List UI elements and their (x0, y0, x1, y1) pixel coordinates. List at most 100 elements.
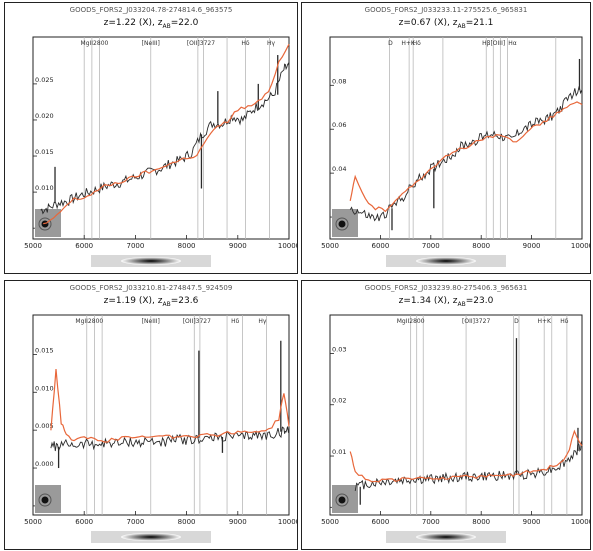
p4-x-tick-label-5: 9000 (523, 518, 541, 526)
p3-line-label-2: [OII]3727 (183, 318, 211, 325)
p4-stamp-source (338, 496, 346, 504)
p3-plot-frame (32, 314, 290, 516)
spectrum-panel-1: GOODS_FORS2_J033204.78-274814.6_963575 z=… (4, 2, 298, 274)
spectrum-plot-4: GOODS_FORS2_J033239.80-275406.3_965631z=… (321, 284, 590, 543)
p3-stamp-source (41, 496, 49, 504)
p3-y-tick-label-2: 0.000 (35, 460, 54, 468)
p2-line-label-5: [OIII] (490, 40, 505, 47)
p2-title-z: z (453, 18, 458, 28)
p1-plot-frame (32, 36, 290, 240)
spectrum-plot-1: GOODS_FORS2_J033204.78-274814.6_963575z=… (24, 6, 297, 267)
spectrum-panel-2: GOODS_FORS2_J033233.11-275525.6_965831 z=… (301, 2, 591, 274)
p2-x-tick-label-3: 7000 (422, 242, 440, 250)
p2-x-tick-label-4: 8000 (472, 242, 490, 250)
p2-stamp-source (338, 220, 346, 228)
p3-y-tick-label-4: 0.010 (35, 384, 54, 392)
p1-line-label-5: Hγ (267, 40, 276, 47)
p1-x-tick-label-1: 5000 (24, 242, 42, 250)
p2-y-tick-label-4: 0.08 (332, 77, 346, 85)
p1-chart-title: z=1.22 (X), zAB=22.0 (104, 18, 199, 30)
p2-x-tick-label-5: 9000 (523, 242, 541, 250)
p1-y-tick-label-5: 0.025 (35, 76, 54, 84)
p1-slit-trace (121, 257, 181, 265)
p1-title-suffix: =22.0 (171, 18, 199, 28)
p2-x-tick-label-1: 5000 (321, 242, 339, 250)
p3-line-label-4: Hδ (231, 318, 240, 325)
p4-slit-trace (416, 533, 476, 541)
p3-x-tick-label-1: 5000 (24, 518, 42, 526)
p1-line-label-3: [NeIII] (142, 40, 160, 47)
p4-line-label-3: D (514, 318, 519, 325)
p2-y-tick-label-3: 0.06 (332, 121, 346, 129)
p1-template-spectrum-line (43, 43, 290, 225)
p4-header-text: GOODS_FORS2_J033239.80-275406.3_965631 (365, 284, 528, 292)
p3-observed-spectrum-line (50, 426, 290, 452)
p3-line-label-3: [NeIII] (142, 318, 160, 325)
p3-slit-trace (121, 533, 181, 541)
p4-x-tick-label-3: 7000 (422, 518, 440, 526)
p2-line-label-3: Hδ (413, 40, 422, 47)
p3-header-text: GOODS_FORS2_J033210.81-274847.5_924509 (70, 284, 233, 292)
spectrum-panel-3: GOODS_FORS2_J033210.81-274847.5_924509 z=… (4, 280, 298, 550)
p1-title-prefix: z=1.22 (X), (104, 18, 158, 28)
p4-line-label-2: [OII]3727 (462, 318, 490, 325)
p2-x-tick-label-2: 6000 (371, 242, 389, 250)
p3-x-tick-label-2: 6000 (75, 518, 93, 526)
p1-title-z: z (158, 18, 163, 28)
p4-title-prefix: z=1.34 (X), (399, 296, 453, 306)
p4-stamp-halo (335, 493, 349, 507)
p4-title-subscript: AB (457, 301, 465, 308)
p4-x-tick-label-4: 8000 (472, 518, 490, 526)
p4-line-label-4: H+K (537, 318, 552, 325)
p3-title-z: z (158, 296, 163, 306)
p4-chart-title: z=1.34 (X), zAB=23.0 (399, 296, 494, 308)
p3-x-tick-label-4: 8000 (178, 518, 196, 526)
p3-template-spectrum-line (50, 369, 290, 443)
p1-x-tick-label-5: 9000 (229, 242, 247, 250)
p3-title-prefix: z=1.19 (X), (104, 296, 158, 306)
p4-x-tick-label-2: 6000 (371, 518, 389, 526)
p2-title-suffix: =21.1 (466, 18, 494, 28)
p1-line-label-2: [OII]3727 (187, 40, 215, 47)
p4-title-suffix: =23.0 (466, 296, 494, 306)
p1-stamp-halo (38, 217, 52, 231)
p1-line-label-4: Hδ (241, 40, 250, 47)
p2-line-label-4: Hβ (482, 40, 491, 47)
p3-title-subscript: AB (162, 301, 170, 308)
p1-line-label-1: MgII2800 (81, 40, 109, 47)
p4-y-tick-label-2: 0.01 (332, 448, 346, 456)
p1-title-subscript: AB (162, 23, 170, 30)
p4-title-z: z (453, 296, 458, 306)
p1-stamp-source (41, 220, 49, 228)
p2-line-label-6: Hα (508, 40, 517, 47)
p1-x-tick-label-2: 6000 (75, 242, 93, 250)
p4-line-label-1: MgII2800 (397, 318, 425, 325)
p2-slit-trace (416, 257, 476, 265)
p3-x-tick-label-3: 7000 (126, 518, 144, 526)
spectrum-plot-3: GOODS_FORS2_J033210.81-274847.5_924509z=… (24, 284, 297, 543)
p2-template-spectrum-line (349, 101, 583, 213)
p3-y-tick-label-5: 0.015 (35, 346, 54, 354)
p3-stamp-halo (38, 493, 52, 507)
p3-y-tick-label-3: 0.005 (35, 422, 54, 430)
p4-template-spectrum-line (349, 429, 583, 483)
spectrum-panel-4: GOODS_FORS2_J033239.80-275406.3_965631 z=… (301, 280, 591, 550)
p3-line-label-5: Hγ (258, 318, 267, 325)
p4-y-tick-label-4: 0.03 (332, 345, 346, 353)
p2-line-label-1: D (388, 40, 393, 47)
p4-line-label-5: Hδ (560, 318, 569, 325)
p4-x-tick-label-1: 5000 (321, 518, 339, 526)
p4-galaxy-stamp (332, 485, 358, 513)
p3-title-suffix: =23.6 (171, 296, 199, 306)
p3-chart-title: z=1.19 (X), zAB=23.6 (104, 296, 199, 308)
p1-y-tick-label-3: 0.015 (35, 148, 54, 156)
p1-galaxy-stamp (35, 209, 61, 237)
p2-title-subscript: AB (457, 23, 465, 30)
p1-x-tick-label-3: 7000 (126, 242, 144, 250)
p2-chart-title: z=0.67 (X), zAB=21.1 (399, 18, 494, 30)
p2-plot-frame (329, 36, 583, 240)
